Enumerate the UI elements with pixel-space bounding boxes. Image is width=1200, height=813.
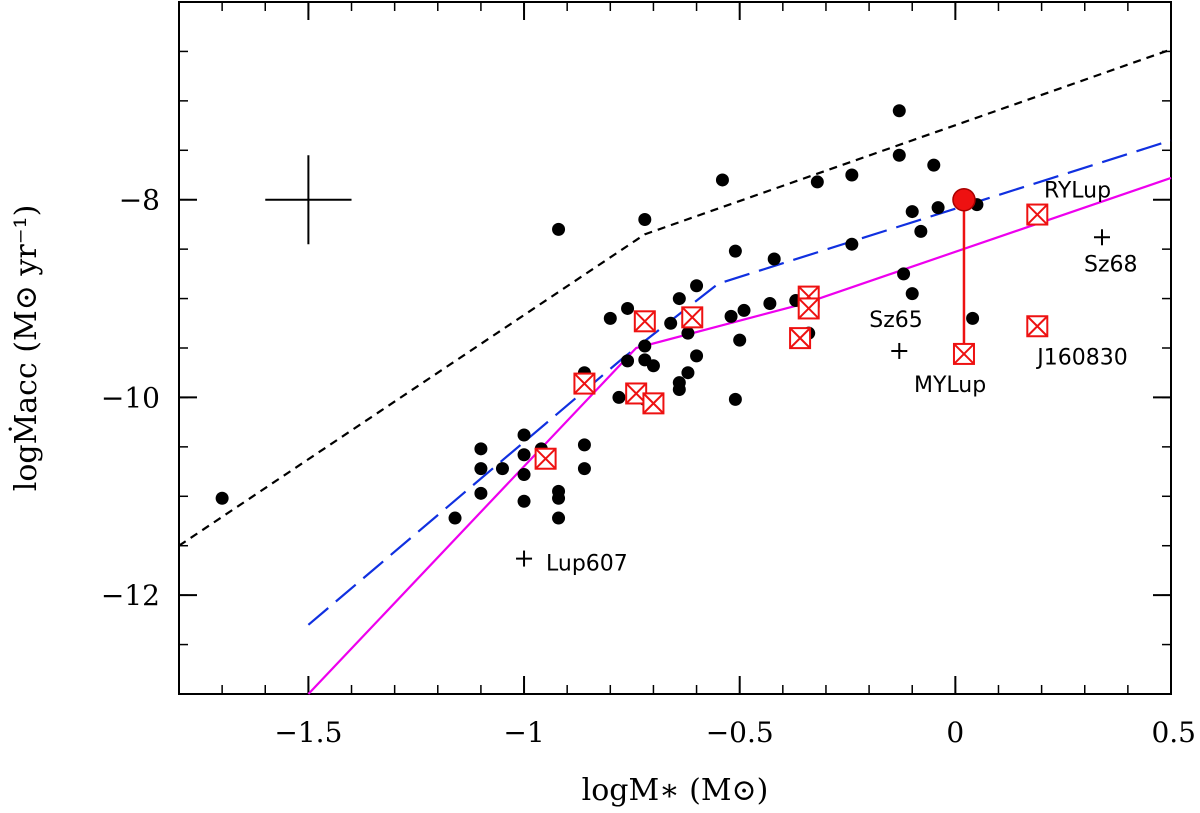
data-point [612, 390, 626, 404]
ry-lup-marker [952, 187, 976, 212]
y-axis-title: logṀacc (M⊙ yr⁻¹) [8, 205, 44, 492]
data-point [495, 462, 509, 476]
model-lines [178, 48, 1172, 695]
data-point [517, 428, 531, 442]
x-tick-label: −1.5 [274, 716, 342, 749]
data-point [474, 442, 488, 456]
data-point [728, 244, 742, 258]
data-point [517, 494, 531, 508]
subluminous-point [633, 310, 656, 333]
data-point [638, 212, 652, 226]
subluminous-point [797, 297, 820, 320]
data-point [681, 366, 695, 380]
data-point [892, 148, 906, 162]
label-rylup: RYLup [1044, 179, 1111, 204]
subluminous-point [1026, 203, 1049, 226]
data-point [845, 237, 859, 251]
data-point [905, 205, 919, 219]
x-axis-title: logM∗ (M⊙) [582, 773, 769, 808]
data-point [914, 224, 928, 238]
data-point [733, 333, 747, 347]
marker-x [789, 327, 811, 349]
label-sz65: Sz65 [869, 308, 923, 333]
plot-frame [178, 1, 1172, 695]
data-point [621, 301, 635, 315]
data-point [621, 354, 635, 368]
x-tick-label: 0 [946, 716, 964, 749]
y-tick-label: −10 [101, 381, 160, 414]
named-object-marker [891, 342, 908, 359]
data-point [845, 168, 859, 182]
marker-x [953, 343, 975, 365]
magenta-solid-line [307, 176, 1172, 695]
marker-x [625, 382, 647, 405]
data-point [672, 383, 686, 397]
data-point [897, 267, 911, 281]
data-point [552, 511, 566, 525]
data-point [892, 104, 906, 118]
label-mylup: MYLup [914, 373, 986, 398]
data-point [763, 297, 777, 311]
marker-x [573, 372, 596, 395]
data-point [810, 175, 824, 189]
x-tick-label: −1 [503, 716, 544, 749]
label-sz68: Sz68 [1084, 252, 1138, 277]
subluminous-point [952, 342, 975, 365]
named-object-marker [1093, 229, 1110, 246]
data-point [517, 468, 531, 482]
marker-x [797, 297, 820, 320]
subluminous-point [573, 372, 596, 395]
named-object-marker [516, 550, 533, 567]
data-point [715, 173, 729, 187]
data-point [672, 292, 686, 306]
subluminous-point [1026, 315, 1049, 338]
label-lup607: Lup607 [546, 552, 628, 577]
data-point [517, 448, 531, 462]
data-point [664, 316, 678, 330]
upper-dashed-line [178, 48, 1172, 547]
data-point [215, 491, 229, 505]
data-point [767, 252, 781, 266]
data-point [638, 339, 652, 353]
data-point [577, 438, 591, 452]
y-tick-label: −8 [119, 184, 160, 217]
data-point [737, 303, 751, 317]
data-point [724, 309, 738, 323]
x-tick-label: −0.5 [706, 716, 774, 749]
x-tick-label: 0.5 [1151, 716, 1196, 749]
data-point [690, 279, 704, 293]
marker-x [634, 310, 656, 333]
data-point [681, 326, 695, 340]
y-tick-label: −12 [101, 579, 160, 612]
marker-x [1026, 315, 1049, 337]
subluminous-point [534, 447, 557, 470]
data-point [552, 222, 566, 236]
object-labels: RYLup MYLup J160830 Sz65 Sz68 Lup607 [546, 179, 1137, 577]
data-point [931, 201, 945, 215]
marker-x [534, 448, 557, 470]
axis-ticks: −1.5 −1 −0.5 0 0.5 −12 −10 −8 [101, 1, 1196, 749]
data-point [448, 511, 462, 525]
data-points [215, 104, 1110, 567]
data-point [552, 491, 566, 505]
data-point [690, 349, 704, 363]
subluminous-point [681, 306, 704, 329]
subluminous-point [789, 327, 812, 350]
data-point [966, 311, 980, 325]
data-point [577, 462, 591, 476]
marker-x [642, 392, 665, 415]
data-point [603, 311, 617, 325]
data-point [905, 287, 919, 301]
data-point [474, 462, 488, 476]
data-point [474, 486, 488, 500]
subluminous-point [642, 392, 665, 415]
marker-x [681, 306, 703, 329]
data-point [728, 392, 742, 406]
marker-x [1026, 203, 1049, 226]
data-point [646, 359, 660, 373]
data-point [927, 158, 941, 172]
label-j160830: J160830 [1035, 345, 1127, 370]
